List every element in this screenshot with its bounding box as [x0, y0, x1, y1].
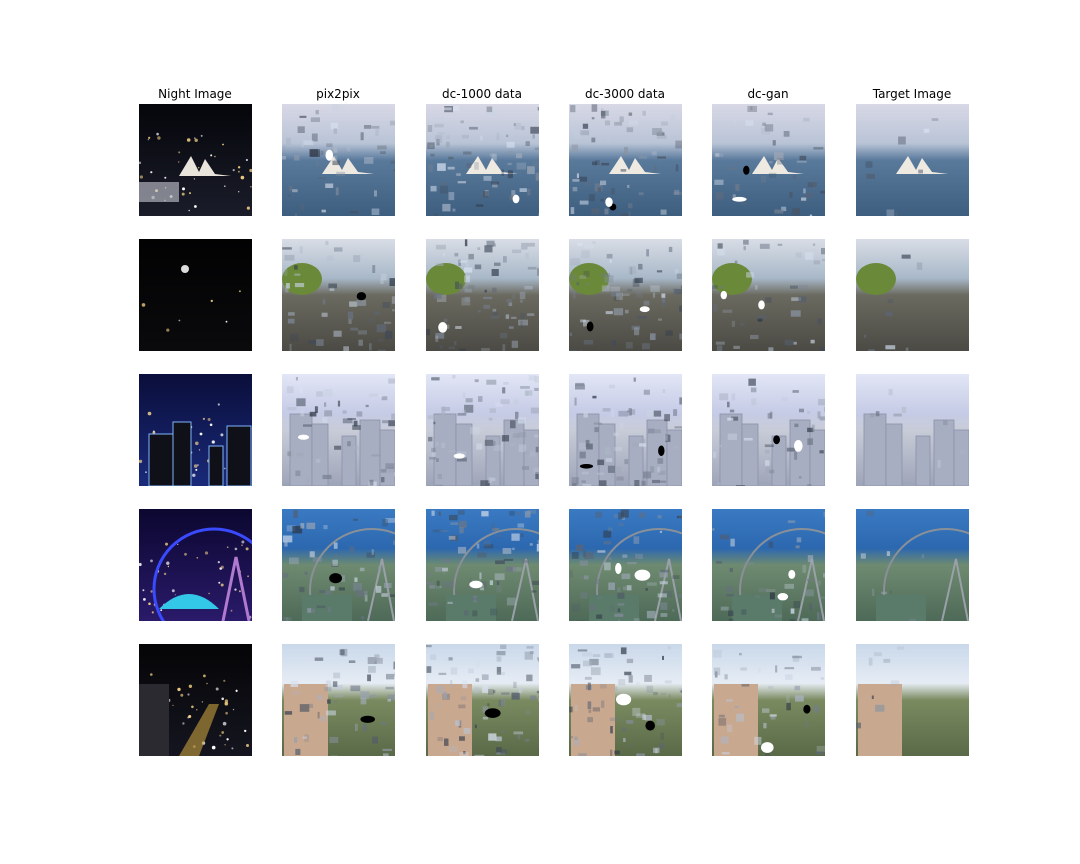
image-dc-1000-row-4 — [426, 509, 539, 621]
image-dc-1000-row-2 — [426, 239, 539, 351]
image-night-row-5 — [139, 644, 252, 756]
image-pix2pix-row-2 — [282, 239, 395, 351]
image-dc-1000-row-5 — [426, 644, 539, 756]
image-dc-3000-row-3 — [569, 374, 682, 486]
image-pix2pix-row-3 — [282, 374, 395, 486]
column-title-night-image: Night Image — [158, 87, 232, 101]
image-pix2pix-row-1 — [282, 104, 395, 216]
image-dc-gan-row-1 — [712, 104, 825, 216]
image-night-row-1 — [139, 104, 252, 216]
image-dc-gan-row-4 — [712, 509, 825, 621]
column-title-target-image: Target Image — [872, 87, 952, 101]
image-pix2pix-row-5 — [282, 644, 395, 756]
column-title-dc-1000: dc-1000 data — [442, 87, 522, 101]
image-night-row-4 — [139, 509, 252, 621]
image-night-row-3 — [139, 374, 252, 486]
image-dc-gan-row-2 — [712, 239, 825, 351]
image-dc-1000-row-1 — [426, 104, 539, 216]
image-dc-3000-row-2 — [569, 239, 682, 351]
image-target-row-5 — [856, 644, 969, 756]
image-dc-1000-row-3 — [426, 374, 539, 486]
image-target-row-3 — [856, 374, 969, 486]
column-title-dc-3000: dc-3000 data — [585, 87, 665, 101]
column-title-dc-gan: dc-gan — [747, 87, 789, 101]
image-dc-3000-row-1 — [569, 104, 682, 216]
image-dc-3000-row-4 — [569, 509, 682, 621]
image-dc-gan-row-3 — [712, 374, 825, 486]
image-dc-gan-row-5 — [712, 644, 825, 756]
image-night-row-2 — [139, 239, 252, 351]
image-target-row-4 — [856, 509, 969, 621]
image-target-row-2 — [856, 239, 969, 351]
image-target-row-1 — [856, 104, 969, 216]
image-dc-3000-row-5 — [569, 644, 682, 756]
image-pix2pix-row-4 — [282, 509, 395, 621]
column-title-pix2pix: pix2pix — [316, 87, 360, 101]
